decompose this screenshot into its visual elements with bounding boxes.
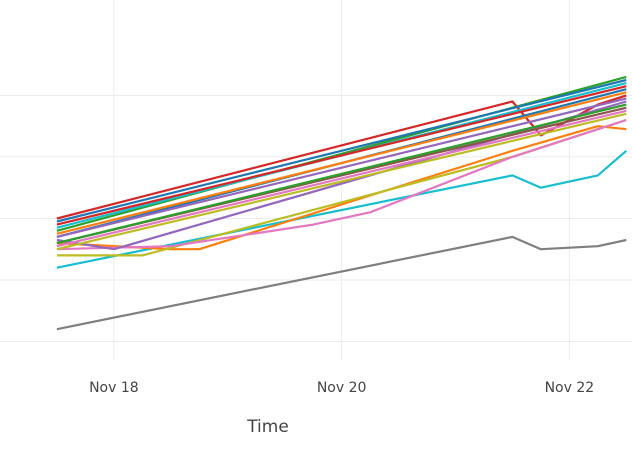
x-axis-ticks: Nov 18 Nov 20 Nov 22 (89, 380, 594, 396)
series-line (56, 91, 627, 235)
series-line (56, 112, 627, 251)
x-tick-label: Nov 22 (545, 380, 595, 396)
series-line (56, 235, 627, 331)
series-line (56, 85, 627, 226)
series-line (56, 109, 627, 248)
series-line (56, 94, 627, 220)
series-line (56, 97, 627, 238)
series-line (56, 118, 627, 251)
series-line (56, 103, 627, 245)
series-line (56, 149, 628, 269)
x-tick-label: Nov 18 (89, 380, 139, 396)
x-axis-title: Time (246, 417, 289, 437)
series-group (56, 75, 628, 331)
series-line (56, 78, 627, 223)
x-tick-label: Nov 20 (317, 380, 367, 396)
